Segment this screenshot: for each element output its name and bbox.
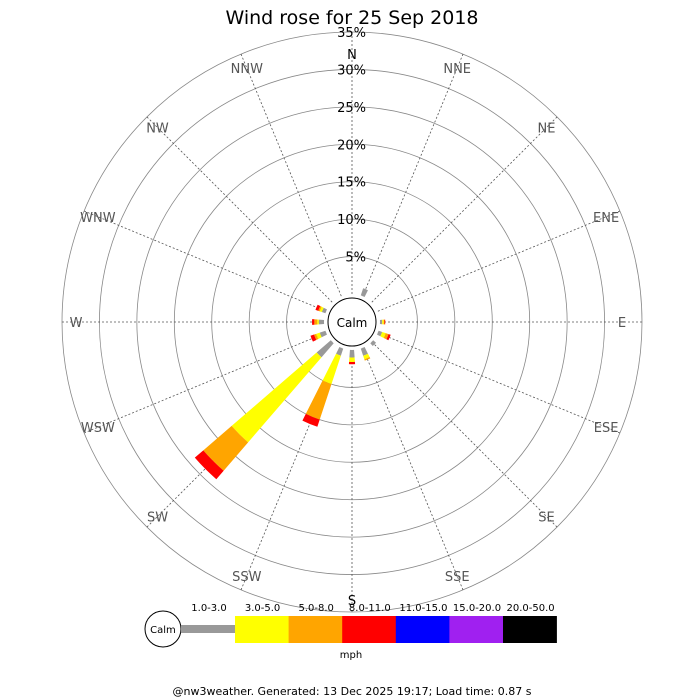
bar-sse-bin-2 bbox=[364, 357, 371, 361]
wind-bars bbox=[194, 288, 391, 480]
radial-tick-label: 10% bbox=[337, 213, 366, 228]
bar-sw-bin-0 bbox=[316, 340, 334, 358]
chart-title: Wind rose for 25 Sep 2018 bbox=[225, 7, 478, 29]
legend-label-5: 15.0-20.0 bbox=[453, 603, 501, 614]
bar-ese-bin-2 bbox=[383, 333, 389, 340]
radial-tick-label: 5% bbox=[345, 251, 366, 266]
legend-label-1: 3.0-5.0 bbox=[245, 603, 280, 614]
bar-e-bin-0 bbox=[379, 319, 383, 325]
bar-s-bin-3 bbox=[348, 361, 356, 365]
bar-w-bin-3 bbox=[312, 319, 315, 325]
bar-wsw-bin-0 bbox=[319, 330, 327, 338]
bar-e-bin-3 bbox=[384, 319, 386, 325]
direction-label-s: S bbox=[348, 594, 356, 609]
bar-s-bin-1 bbox=[349, 357, 355, 362]
grid-spoke-SSE bbox=[362, 347, 464, 591]
bar-wsw-bin-3 bbox=[310, 334, 317, 342]
direction-label-w: W bbox=[70, 316, 83, 331]
direction-label-sw: SW bbox=[147, 511, 168, 526]
bar-w-bin-0 bbox=[318, 319, 325, 325]
bar-e-bin-1 bbox=[382, 319, 384, 325]
direction-label-sse: SSE bbox=[445, 570, 470, 585]
bar-ese-bin-3 bbox=[386, 334, 391, 341]
polar-grid bbox=[61, 31, 643, 613]
grid-ring-4 bbox=[136, 106, 568, 538]
grid-spoke-NE bbox=[371, 116, 558, 303]
bar-sw-bin-3 bbox=[194, 450, 224, 480]
direction-label-nne: NNE bbox=[443, 62, 471, 77]
legend-calm-label: Calm bbox=[150, 625, 176, 636]
legend-swatch-3 bbox=[342, 616, 397, 643]
legend-label-4: 11.0-15.0 bbox=[399, 603, 447, 614]
radial-tick-label: 20% bbox=[337, 138, 366, 153]
bar-w-bin-2 bbox=[314, 319, 318, 325]
footer-text: @nw3weather. Generated: 13 Dec 2025 19:1… bbox=[173, 685, 532, 698]
direction-label-ene: ENE bbox=[593, 211, 619, 226]
direction-label-e: E bbox=[618, 316, 626, 331]
bar-wsw-bin-1 bbox=[316, 332, 322, 339]
calm-label: Calm bbox=[337, 316, 368, 330]
direction-label-nw: NW bbox=[146, 122, 169, 137]
legend-swatch-2 bbox=[288, 616, 343, 643]
speed-legend: Calm mph 1.0-3.0 3.0-5.0 5.0-8.0 8.0-11.0 11… bbox=[144, 603, 557, 661]
bar-sw-bin-2 bbox=[203, 425, 249, 471]
legend-units-label: mph bbox=[340, 650, 362, 661]
legend-label-2: 5.0-8.0 bbox=[298, 603, 333, 614]
bar-s-bin-0 bbox=[349, 349, 355, 358]
direction-label-ssw: SSW bbox=[232, 570, 262, 585]
calm-center: Calm bbox=[327, 297, 377, 347]
direction-label-n: N bbox=[347, 48, 357, 63]
grid-ring-1 bbox=[248, 218, 456, 426]
direction-label-nnw: NNW bbox=[231, 62, 263, 77]
legend-label-0: 1.0-3.0 bbox=[191, 603, 226, 614]
radial-tick-labels: 5% 10% 15% 20% 25% 30% 35% bbox=[337, 26, 366, 266]
grid-spoke-NNW bbox=[240, 53, 342, 297]
bar-w-bin-1 bbox=[317, 319, 319, 325]
grid-spoke-ESE bbox=[377, 332, 621, 434]
grid-spoke-NNE bbox=[362, 53, 464, 297]
direction-label-wsw: WSW bbox=[81, 421, 115, 436]
direction-label-wnw: WNW bbox=[80, 211, 116, 226]
bar-wnw-bin-1 bbox=[319, 306, 324, 313]
bar-ssw-bin-3 bbox=[302, 413, 320, 427]
bar-wsw-bin-2 bbox=[314, 333, 319, 340]
direction-label-se: SE bbox=[538, 511, 554, 526]
bar-sse-bin-0 bbox=[360, 347, 368, 356]
bar-ssw-bin-0 bbox=[336, 347, 344, 356]
bar-se-bin-0 bbox=[370, 340, 377, 347]
legend-swatch-0 bbox=[181, 625, 235, 633]
radial-tick-label: 25% bbox=[337, 101, 366, 116]
radial-tick-label: 35% bbox=[337, 26, 366, 41]
direction-label-ne: NE bbox=[538, 122, 556, 137]
bar-ssw-bin-2 bbox=[305, 380, 332, 420]
direction-label-ese: ESE bbox=[594, 421, 619, 436]
bar-e-bin-2 bbox=[383, 319, 385, 325]
bar-ese-bin-1 bbox=[380, 331, 386, 338]
grid-spoke-ENE bbox=[377, 210, 621, 312]
legend-swatch-5 bbox=[449, 616, 504, 643]
grid-spoke-NW bbox=[146, 116, 333, 303]
legend-swatch-6 bbox=[503, 616, 557, 643]
bar-ese-bin-0 bbox=[377, 330, 383, 337]
legend-label-6: 20.0-50.0 bbox=[507, 603, 555, 614]
legend-swatch-4 bbox=[395, 616, 450, 643]
calm-circle bbox=[327, 297, 377, 347]
bar-nne-bin-0 bbox=[360, 288, 368, 297]
radial-tick-label: 30% bbox=[337, 63, 366, 78]
legend-label-3: 8.0-11.0 bbox=[349, 603, 391, 614]
grid-spoke-WNW bbox=[83, 210, 327, 312]
bar-wnw-bin-3 bbox=[315, 304, 321, 311]
bar-wnw-bin-2 bbox=[318, 306, 322, 312]
bar-sw-bin-1 bbox=[231, 352, 322, 443]
bar-ssw-bin-1 bbox=[322, 353, 341, 385]
legend-swatch-1 bbox=[235, 616, 289, 643]
direction-labels: N NNE NE ENE E ESE SE SSE S SSW SW WSW W WNW NW NNW bbox=[70, 48, 627, 609]
grid-spoke-SE bbox=[371, 341, 558, 528]
radial-tick-label: 15% bbox=[337, 176, 366, 191]
bar-sse-bin-1 bbox=[363, 353, 370, 360]
bar-wnw-bin-0 bbox=[321, 307, 327, 314]
